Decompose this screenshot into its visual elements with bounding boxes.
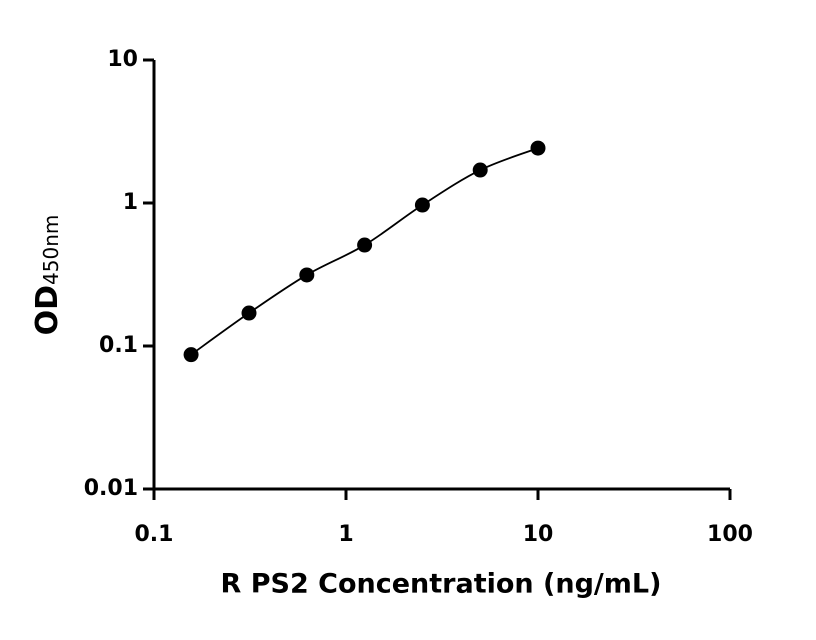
y-axis-label-sub: 450nm [39,215,63,285]
y-tick-label: 0.1 [99,333,138,358]
y-axis-label-main: OD [30,285,65,335]
y-tick-label: 10 [107,47,138,72]
x-axis-label: R PS2 Concentration (ng/mL) [221,569,662,600]
y-tick-label: 1 [123,190,138,215]
x-tick-label: 1 [338,522,353,547]
data-point [241,305,257,321]
data-point [530,140,546,156]
data-point [472,162,488,178]
x-tick-label: 0.1 [135,522,174,547]
y-axis-label: OD450nm [30,215,65,336]
data-point [414,197,430,213]
data-point [299,267,315,283]
data-point [183,347,199,363]
y-tick-label: 0.01 [84,476,138,501]
x-tick-label: 100 [707,522,753,547]
x-tick-label: 10 [523,522,554,547]
data-point [357,237,373,253]
